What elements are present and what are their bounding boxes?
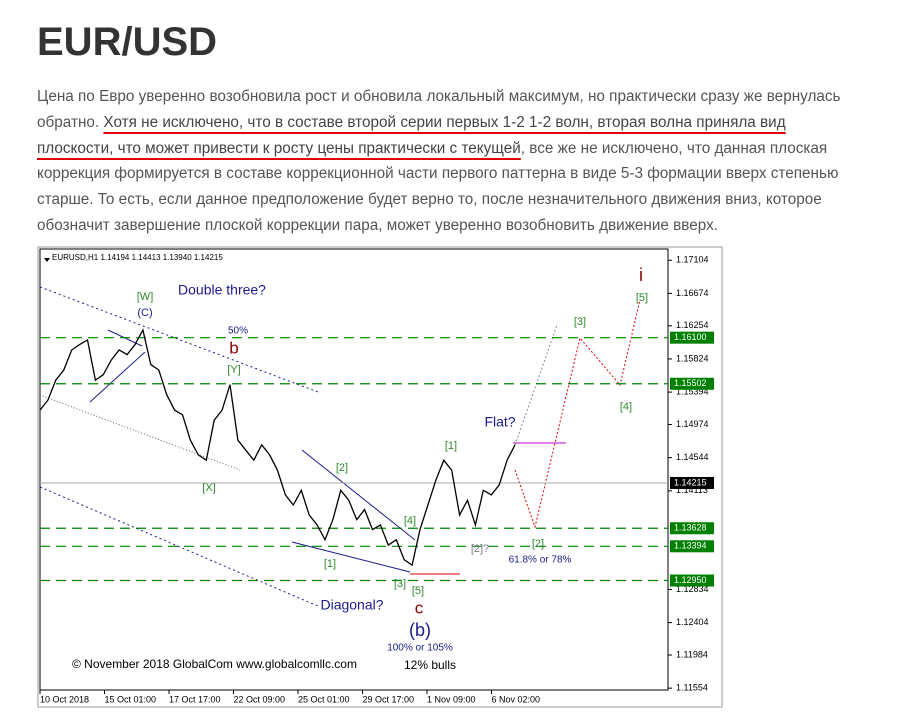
underlined-text: плоскости, что может привести к росту це… bbox=[37, 139, 521, 157]
trend-line bbox=[301, 449, 416, 541]
text: , все же не исключено, что данная плоска… bbox=[520, 139, 828, 157]
x-tick-label: 17 Oct 17:00 bbox=[169, 694, 221, 704]
level-box bbox=[670, 377, 714, 390]
x-tick-label: 10 Oct 2018 bbox=[40, 694, 89, 704]
annotation: [2] bbox=[336, 462, 348, 474]
annotation: b bbox=[229, 338, 238, 357]
annotation: [1] bbox=[445, 440, 457, 452]
y-tick-label: 1.16674 bbox=[676, 288, 709, 298]
level-box bbox=[670, 540, 714, 553]
annotation: [2]? bbox=[471, 543, 489, 555]
annotation: i bbox=[639, 265, 643, 285]
line: плоскости, что может привести к росту це… bbox=[37, 136, 841, 162]
annotation: 61.8% or 78% bbox=[509, 555, 572, 566]
forecast bbox=[514, 299, 641, 529]
annotation: 12% bulls bbox=[404, 658, 456, 672]
annotation: Flat? bbox=[484, 414, 515, 430]
level-label: 1.13628 bbox=[674, 523, 707, 533]
line: обратно. Хотя не исключено, что в состав… bbox=[37, 110, 841, 136]
annotation: [3] bbox=[394, 578, 406, 590]
level-label: 1.12950 bbox=[674, 575, 707, 585]
level-box bbox=[670, 574, 714, 587]
level-box bbox=[670, 331, 714, 344]
text: Цена по Евро уверенно возобновила рост и… bbox=[37, 88, 841, 105]
y-tick-label: 1.12404 bbox=[676, 617, 709, 627]
page-title: EUR/USD bbox=[37, 20, 218, 64]
annotation: EURUSD,H1 1.14194 1.14413 1.13940 1.1421… bbox=[52, 253, 223, 262]
annotation: 50% bbox=[228, 326, 248, 337]
annotation: [Y] bbox=[227, 364, 240, 376]
annotation: [W] bbox=[137, 291, 154, 303]
y-tick-label: 1.12834 bbox=[676, 584, 709, 594]
level-box bbox=[670, 522, 714, 535]
y-tick-label: 1.16254 bbox=[676, 320, 709, 330]
level-label: 1.15502 bbox=[674, 378, 707, 388]
level-label: 1.13394 bbox=[674, 541, 707, 551]
annotation: [3] bbox=[574, 316, 586, 328]
annotation: Diagonal? bbox=[320, 597, 383, 613]
annotation: c bbox=[415, 598, 424, 617]
y-tick-label: 1.11984 bbox=[676, 649, 708, 659]
plot-area bbox=[39, 248, 669, 691]
text: старше. То есть, если данное предположен… bbox=[37, 191, 822, 209]
x-tick-label: 6 Nov 02:00 bbox=[492, 694, 541, 704]
annotation: [2] bbox=[532, 538, 544, 550]
annotation: [X] bbox=[202, 482, 215, 494]
forecast-alt bbox=[514, 324, 558, 446]
price-box bbox=[670, 476, 714, 489]
y-tick-label: 1.11554 bbox=[676, 683, 708, 693]
chart-frame bbox=[37, 246, 723, 708]
underlined-text: Хотя не исключено, что в составе второй … bbox=[103, 113, 786, 131]
text: обозначит завершение плоской коррекции п… bbox=[37, 216, 719, 234]
channel bbox=[39, 286, 321, 608]
annotation: [5] bbox=[412, 585, 424, 597]
annotation: (C) bbox=[137, 307, 152, 319]
menu-icon bbox=[44, 258, 50, 262]
x-tick-label: 1 Nov 09:00 bbox=[427, 694, 476, 704]
annotation: © November 2018 GlobalCom www.globalcoml… bbox=[72, 657, 357, 671]
annotation: [4] bbox=[620, 401, 632, 413]
text: коррекция формируется в составе коррекци… bbox=[37, 165, 839, 183]
x-tick-label: 22 Oct 09:00 bbox=[234, 694, 286, 704]
line: старше. То есть, если данное предположен… bbox=[37, 187, 841, 213]
y-tick-label: 1.14544 bbox=[676, 452, 709, 462]
line: коррекция формируется в составе коррекци… bbox=[37, 161, 841, 187]
line: обозначит завершение плоской коррекции п… bbox=[37, 213, 841, 239]
y-tick-label: 1.15824 bbox=[676, 353, 709, 363]
y-tick-label: 1.14113 bbox=[676, 485, 708, 495]
annotation: [1] bbox=[324, 558, 336, 570]
y-tick-label: 1.15394 bbox=[676, 386, 709, 396]
annotation: [4] bbox=[404, 515, 416, 527]
price-line-series bbox=[39, 328, 516, 567]
annotation: 100% or 105% bbox=[387, 643, 453, 654]
price-label: 1.14215 bbox=[674, 477, 707, 487]
y-tick-label: 1.14974 bbox=[676, 419, 709, 429]
x-tick-label: 29 Oct 17:00 bbox=[363, 694, 415, 704]
x-tick-label: 15 Oct 01:00 bbox=[105, 694, 157, 704]
text: обратно. bbox=[37, 113, 104, 131]
annotation: [5] bbox=[636, 292, 648, 304]
y-tick-label: 1.17104 bbox=[676, 255, 709, 265]
channel-line bbox=[39, 486, 321, 608]
trend-line bbox=[291, 541, 411, 573]
article: Цена по Евро уверенно возобновила рост и… bbox=[37, 84, 841, 239]
annotation: (b) bbox=[409, 620, 431, 640]
trend-line bbox=[89, 351, 146, 403]
annotation: Double three? bbox=[178, 282, 266, 298]
level-label: 1.16100 bbox=[674, 332, 707, 342]
line: Цена по Евро уверенно возобновила рост и… bbox=[37, 84, 841, 110]
x-tick-label: 25 Oct 01:00 bbox=[298, 694, 350, 704]
